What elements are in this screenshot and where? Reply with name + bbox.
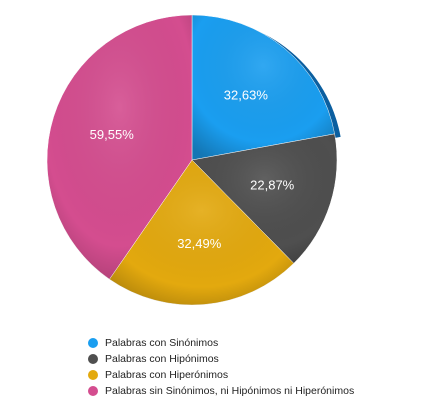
legend-label: Palabras con Hipónimos xyxy=(105,352,219,365)
pie-slice-shading xyxy=(109,160,294,305)
legend-label: Palabras sin Sinónimos, ni Hipónimos ni … xyxy=(105,384,355,397)
legend-item-sin-relaciones: Palabras sin Sinónimos, ni Hipónimos ni … xyxy=(88,383,354,398)
legend-swatch xyxy=(88,353,98,364)
slice-data-label: 59,55% xyxy=(90,127,135,142)
legend-item-sinonimos: Palabras con Sinónimos xyxy=(88,335,354,350)
legend-swatch xyxy=(88,369,98,380)
pie-slice-shading xyxy=(192,133,337,264)
legend-item-hiperonimos: Palabras con Hiperónimos xyxy=(88,367,354,382)
legend-item-hiponimos: Palabras con Hipónimos xyxy=(88,351,354,366)
pie-slice-shading xyxy=(192,15,335,160)
chart-legend: Palabras con Sinónimos Palabras con Hipó… xyxy=(88,335,354,399)
pie-slice-shading xyxy=(47,15,193,280)
slice-data-label: 32,49% xyxy=(177,236,222,251)
slice-data-label: 32,63% xyxy=(224,87,269,102)
slice-data-label: 22,87% xyxy=(250,177,295,192)
pie-chart: 32,63% 22,87% 32,49% 59,55% xyxy=(46,14,341,306)
legend-label: Palabras con Hiperónimos xyxy=(105,368,229,381)
legend-swatch xyxy=(88,385,98,396)
legend-label: Palabras con Sinónimos xyxy=(105,336,219,349)
legend-swatch xyxy=(88,337,98,348)
